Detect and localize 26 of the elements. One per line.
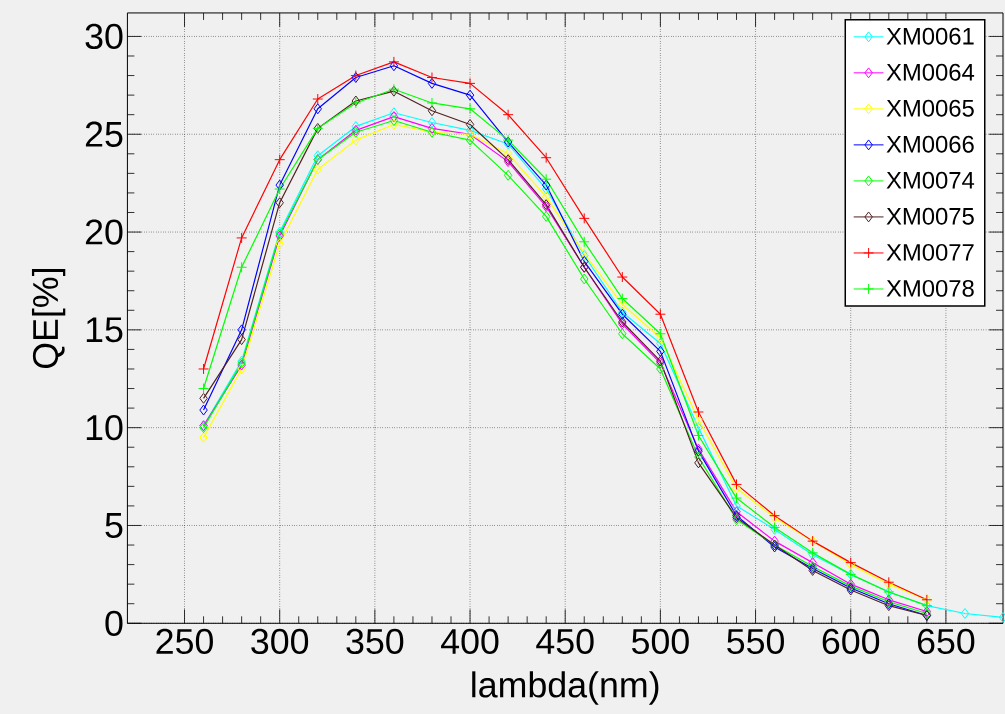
x-tick-label: 250	[156, 628, 213, 655]
legend-label: XM0074	[886, 171, 975, 189]
x-tick-label: 650	[917, 628, 975, 655]
y-tick-label: 15	[86, 317, 123, 343]
y-tick-label: 20	[85, 219, 123, 245]
legend-label: XM0078	[886, 279, 974, 297]
y-tick-label: 10	[86, 415, 123, 441]
y-axis-title: QE[%]	[31, 268, 66, 369]
legend-label: XM0064	[886, 63, 975, 81]
x-axis-title: lambda(nm)	[472, 671, 659, 705]
x-tick-label: 350	[346, 628, 404, 655]
x-tick-label: 300	[251, 628, 309, 655]
x-tick-label: 600	[822, 628, 880, 655]
y-tick-label: 5	[105, 512, 123, 538]
y-tick-label: 30	[85, 23, 123, 50]
y-tick-label: 25	[85, 121, 123, 147]
y-tick-label: 0	[105, 610, 123, 636]
legend-label: XM0066	[886, 135, 974, 153]
x-tick-label: 400	[441, 628, 499, 655]
x-tick-label: 450	[536, 628, 594, 655]
legend-label: XM0075	[886, 207, 974, 225]
legend-label: XM0061	[886, 27, 974, 45]
legend-label: XM0065	[886, 99, 974, 117]
legend-label: XM0077	[886, 243, 974, 261]
x-tick-label: 550	[727, 628, 784, 655]
x-tick-label: 500	[631, 628, 689, 655]
